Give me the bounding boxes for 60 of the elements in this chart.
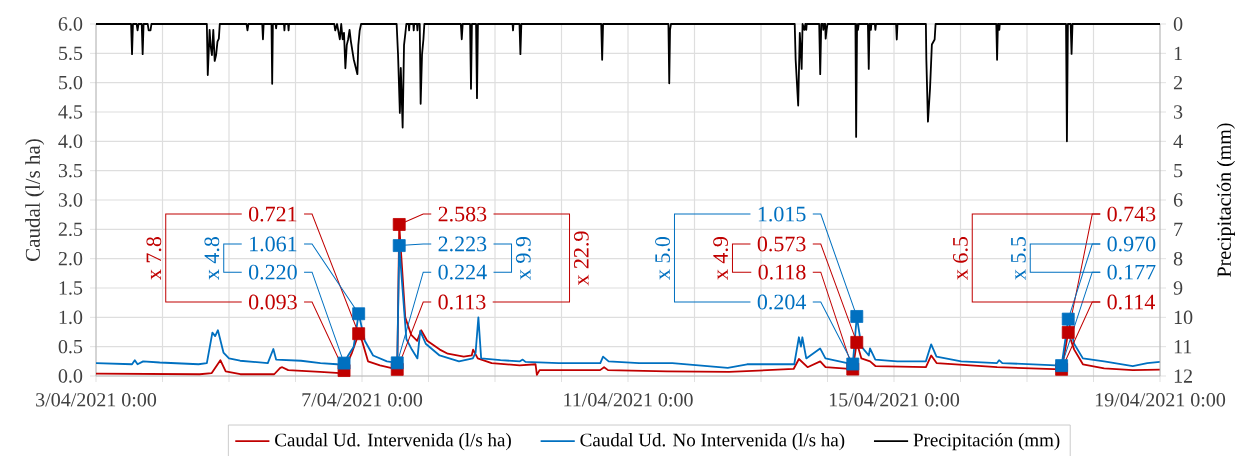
y-tick-label: 2.5 — [58, 222, 83, 237]
x-tick-label: 7/04/2021 0:00 — [302, 393, 423, 407]
y2-tick-label: 12 — [1174, 369, 1192, 383]
y2-tick-label: 5 — [1174, 164, 1183, 178]
y2-tick-label: 0 — [1173, 17, 1183, 31]
y-tick-label: 6.0 — [58, 17, 83, 31]
data-label: 0.204 — [757, 294, 807, 310]
data-label: 0.177 — [1107, 264, 1156, 280]
data-label: 0.224 — [438, 264, 487, 280]
legend-label: Caudal Ud. Intervenida (l/s ha) — [275, 433, 511, 451]
y-tick-label: 3.0 — [58, 193, 83, 207]
y-tick-label: 1.0 — [59, 310, 83, 325]
data-label: 1.061 — [250, 236, 297, 252]
y-tick-label: 1.5 — [59, 281, 83, 295]
y-tick-label: 5.5 — [59, 46, 83, 61]
data-label: 0.970 — [1107, 236, 1156, 252]
y2-tick-label: 7 — [1174, 222, 1183, 236]
data-label: 2.583 — [438, 206, 487, 222]
y-tick-label: 5.0 — [59, 75, 83, 90]
data-label: 0.573 — [757, 236, 806, 252]
y-tick-label: 0.0 — [58, 369, 83, 383]
y2-tick-label: 11 — [1174, 340, 1192, 354]
x-tick-label: 19/04/2021 0:00 — [1095, 393, 1226, 407]
x-tick-label: 3/04/2021 0:00 — [36, 393, 157, 407]
annotation: x 7.8 — [146, 236, 162, 280]
y2-tick-label: 1 — [1174, 46, 1182, 60]
data-label: 0.093 — [248, 294, 297, 310]
annotation: x 5.5 — [1011, 236, 1026, 280]
data-label: 1.015 — [758, 206, 806, 222]
y2-tick-label: 9 — [1173, 281, 1183, 295]
y2-tick-label: 4 — [1173, 134, 1183, 148]
y2-tick-label: 3 — [1174, 105, 1183, 119]
data-label: 0.743 — [1107, 206, 1156, 222]
data-label: 2.223 — [438, 236, 487, 252]
y2-tick-label: 10 — [1174, 310, 1193, 325]
data-label: 0.113 — [438, 294, 486, 310]
y-tick-label: 3.5 — [58, 163, 83, 178]
y2-tick-label: 8 — [1173, 251, 1183, 266]
y-tick-label: 4.0 — [58, 134, 83, 149]
data-label: 0.220 — [248, 264, 297, 280]
legend-label: Caudal Ud. No Intervenida (l/s ha) — [580, 433, 845, 451]
annotation: x 4.8 — [204, 236, 220, 280]
legend-label: Precipitación (mm) — [913, 433, 1060, 451]
y-tick-label: 4.5 — [58, 105, 83, 119]
x-tick-label: 15/04/2021 0:00 — [829, 393, 960, 407]
y2-tick-label: 2 — [1173, 76, 1182, 90]
annotation: x 4.9 — [713, 237, 729, 280]
data-label: 0.114 — [1107, 294, 1155, 310]
y2-axis-title: Precipitación (mm) — [1216, 123, 1235, 277]
data-label: 0.118 — [758, 264, 806, 280]
y2-tick-label: 6 — [1173, 193, 1183, 207]
annotation: x 6.5 — [952, 236, 968, 280]
y-tick-label: 2.0 — [58, 251, 83, 266]
x-tick-label: 11/04/2021 0:00 — [564, 393, 693, 407]
annotation: x 9.9 — [515, 237, 531, 280]
annotation: x 5.0 — [655, 236, 671, 280]
data-label: 0.721 — [248, 206, 297, 222]
y-tick-label: 0.5 — [58, 339, 83, 354]
y-axis-title: Caudal (l/s ha) — [25, 139, 45, 261]
annotation: x 22.9 — [573, 231, 589, 286]
